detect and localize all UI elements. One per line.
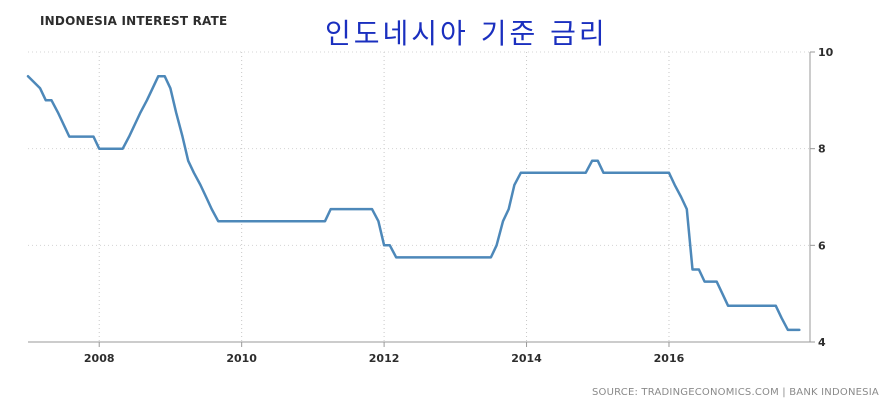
y-tick-label: 10 [818, 46, 834, 59]
axis-layer [28, 51, 815, 347]
chart-subtitle: 인도네시아 기준 금리 [325, 17, 608, 50]
x-tick-label: 2008 [84, 352, 115, 365]
label-layer: 2008 2010 2012 2014 2016 4 6 8 10 [84, 46, 834, 365]
x-tick-label: 2012 [369, 352, 400, 365]
grid-layer [28, 51, 810, 342]
x-tick-label: 2010 [226, 352, 257, 365]
x-tick-label: 2016 [654, 352, 685, 365]
series-layer [26, 74, 801, 332]
y-tick-label: 4 [818, 336, 826, 349]
x-tick-label: 2014 [511, 352, 542, 365]
y-tick-label: 6 [818, 239, 826, 252]
source-attribution: SOURCE: TRADINGECONOMICS.COM | BANK INDO… [592, 387, 879, 398]
y-tick-label: 8 [818, 143, 826, 156]
chart-title: INDONESIA INTEREST RATE [40, 14, 228, 28]
interest-rate-line [26, 74, 801, 332]
